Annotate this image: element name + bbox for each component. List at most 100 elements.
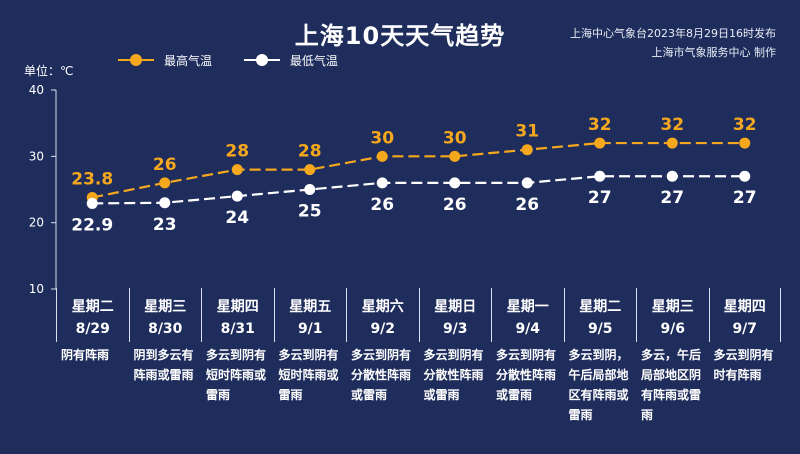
weather-description: 多云到阴有时有阵雨 (713, 348, 774, 382)
data-point-high (304, 164, 316, 176)
data-point-low (86, 197, 98, 209)
data-point-low (376, 177, 388, 189)
data-point-high (594, 137, 606, 149)
day-cell: 星期二 9/5 (563, 288, 637, 342)
day-header-row: 星期二 8/29 星期三 8/30 星期四 8/31 星期五 9/1 星期六 9/2 星期日 9/3 星… (56, 288, 781, 342)
weekday-label: 星期三 (144, 299, 187, 315)
source-producer: 上海市气象服务中心 制作 (651, 46, 777, 59)
data-point-high (449, 150, 461, 162)
date-label: 9/1 (297, 321, 323, 337)
data-label-low: 22.9 (71, 215, 113, 235)
day-cell: 星期一 9/4 (491, 288, 564, 342)
date-label: 9/7 (732, 321, 758, 337)
weekday-label: 星期六 (361, 299, 404, 315)
legend-swatch-low (243, 54, 280, 66)
date-label: 9/5 (587, 321, 613, 337)
source-issuer: 上海中心气象台2023年8月29日16时发布 (570, 27, 776, 40)
date-label: 8/31 (220, 321, 255, 337)
y-tick-label: 10 (29, 282, 44, 296)
date-label: 8/30 (148, 321, 183, 337)
day-cell: 星期三 9/6 (636, 288, 709, 342)
day-cell: 星期二 8/29 (56, 288, 129, 342)
data-point-high (666, 137, 678, 149)
data-label-low: 26 (443, 195, 467, 215)
weather-description: 多云到阴有分散性阵雨或雷雨 (496, 348, 557, 402)
data-label-high: 28 (225, 142, 249, 162)
series-line-high (92, 141, 745, 199)
source-note: 上海中心气象台2023年8月29日16时发布 上海市气象服务中心 制作 (570, 24, 776, 62)
weekday-label: 星期二 (579, 299, 622, 315)
y-tick-label: 40 (29, 83, 44, 97)
weekday-label: 星期四 (723, 299, 766, 315)
data-point-high (521, 144, 533, 156)
data-point-high (159, 177, 171, 189)
data-label-high: 28 (298, 142, 322, 162)
data-label-high: 26 (153, 155, 177, 175)
day-cell: 星期日 9/3 (418, 288, 492, 342)
legend: 最高气温 最低气温 (118, 50, 366, 69)
date-label: 8/29 (75, 321, 110, 337)
data-label-low: 24 (225, 208, 249, 228)
unit-label: 单位：℃ (24, 64, 74, 78)
date-label: 9/2 (370, 321, 396, 337)
weekday-label: 星期五 (289, 299, 332, 315)
weekday-label: 星期二 (71, 299, 114, 315)
data-point-high (739, 137, 751, 149)
data-point-low (304, 184, 316, 195)
data-point-low (231, 190, 243, 202)
date-label: 9/4 (515, 321, 541, 337)
data-label-high: 30 (370, 128, 394, 148)
weather-row: 阴有阵雨 阴到多云有阵雨或雷雨 多云到阴有短时阵雨或雷雨 多云到阴有短时阵雨或雷雨 多云… (56, 344, 781, 425)
day-cell: 星期四 8/31 (201, 288, 274, 342)
legend-item-high: 最高气温 (118, 52, 212, 69)
y-tick-label: 30 (29, 149, 44, 163)
data-label-high: 32 (733, 115, 757, 135)
day-cell: 星期五 9/1 (273, 288, 347, 342)
weather-description: 多云到阴有分散性阵雨或雷雨 (351, 348, 412, 402)
weekday-label: 星期四 (216, 299, 259, 315)
data-point-low (666, 170, 678, 182)
weather-description: 多云到阴，午后局部地区有阵雨或雷雨 (568, 348, 629, 422)
data-label-low: 27 (660, 188, 684, 208)
data-point-low (449, 177, 461, 189)
data-label-high: 30 (443, 128, 467, 148)
day-cell: 星期三 8/30 (128, 288, 202, 342)
data-point-high (231, 164, 243, 176)
page-title: 上海10天天气趋势 (294, 22, 506, 50)
legend-item-low: 最低气温 (243, 52, 338, 69)
data-label-high: 31 (515, 122, 539, 142)
y-tick-label: 20 (29, 216, 44, 230)
weather-description: 阴到多云有阵雨或雷雨 (133, 348, 194, 382)
legend-swatch-high (118, 54, 154, 66)
weekday-label: 星期一 (506, 299, 549, 315)
weather-description: 多云到阴有短时阵雨或雷雨 (206, 348, 267, 402)
data-point-low (159, 197, 171, 209)
weekday-label: 星期三 (651, 299, 694, 315)
weather-description: 多云，午后局部地区阴有阵雨或雷雨 (641, 348, 702, 422)
day-cell: 星期四 9/7 (708, 288, 781, 342)
data-point-low (739, 170, 751, 182)
data-label-low: 26 (515, 195, 539, 215)
data-point-low (521, 177, 533, 189)
data-point-low (594, 170, 606, 182)
data-label-high: 23.8 (71, 169, 113, 189)
data-label-low: 26 (370, 195, 394, 215)
legend-label-high: 最高气温 (164, 53, 213, 68)
data-label-high: 32 (660, 115, 684, 135)
weather-description: 阴有阵雨 (61, 348, 110, 362)
series-line-low (92, 175, 745, 205)
data-label-low: 25 (298, 202, 322, 222)
data-label-low: 27 (733, 188, 757, 208)
weekday-label: 星期日 (434, 299, 477, 315)
day-cell: 星期六 9/2 (346, 288, 419, 342)
date-label: 9/3 (442, 321, 468, 337)
legend-label-low: 最低气温 (289, 53, 338, 68)
data-label-high: 32 (588, 115, 612, 135)
weather-description: 多云到阴有短时阵雨或雷雨 (278, 348, 339, 402)
date-label: 9/6 (660, 321, 686, 337)
data-label-low: 23 (153, 215, 177, 235)
data-label-low: 27 (588, 188, 612, 208)
weather-description: 多云到阴有分散性阵雨或雷雨 (423, 348, 484, 402)
data-point-high (376, 150, 388, 162)
